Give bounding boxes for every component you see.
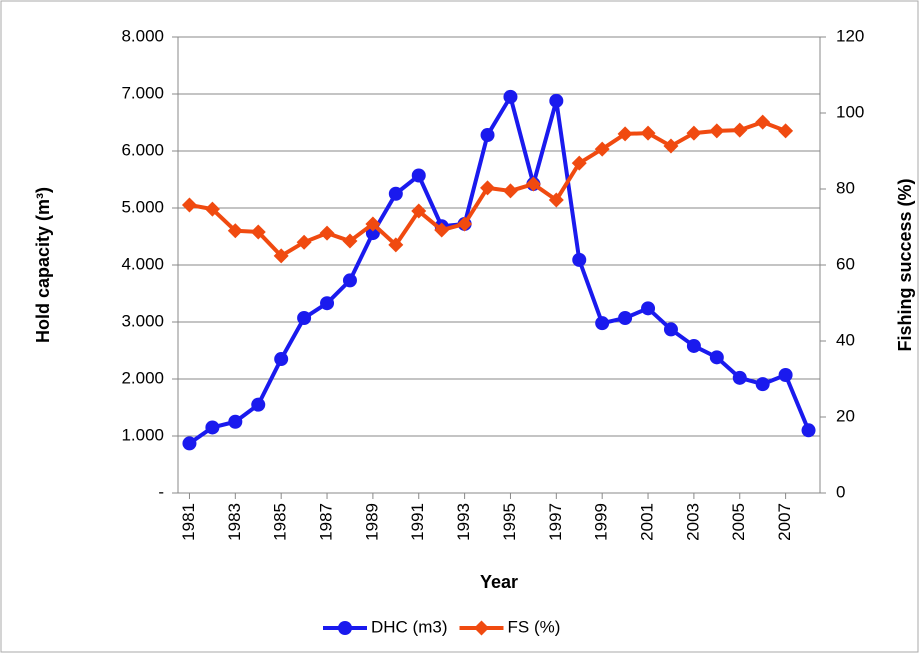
- y-tick-label: 1.000: [121, 425, 164, 444]
- data-point: [663, 138, 679, 154]
- data-point: [434, 222, 450, 238]
- x-tick-label: 1985: [271, 503, 290, 541]
- legend-marker: [474, 620, 489, 636]
- y2-tick-label: 120: [836, 26, 864, 45]
- y2-axis-title: Fishing success (%): [895, 178, 915, 351]
- data-point: [297, 311, 312, 326]
- data-point: [755, 377, 770, 392]
- data-point: [181, 197, 197, 213]
- data-point: [801, 423, 816, 438]
- data-point: [640, 125, 656, 141]
- data-point: [388, 186, 403, 201]
- y2-tick-label: 0: [836, 482, 845, 501]
- data-point: [227, 223, 243, 239]
- data-point: [709, 123, 725, 139]
- data-point: [388, 237, 404, 253]
- x-tick-label: 1981: [179, 503, 198, 541]
- data-point: [342, 233, 358, 249]
- data-point: [641, 301, 656, 316]
- data-point: [778, 368, 793, 383]
- data-point: [525, 176, 541, 192]
- data-point: [274, 352, 289, 367]
- y-tick-label: -: [158, 482, 164, 501]
- y2-tick-label: 20: [836, 406, 855, 425]
- data-point: [732, 122, 748, 138]
- x-tick-label: 1987: [317, 503, 336, 541]
- data-point: [617, 126, 633, 142]
- data-point: [548, 192, 564, 208]
- x-tick-label: 1997: [546, 503, 565, 541]
- y-tick-label: 7.000: [121, 83, 164, 102]
- series-line: [188, 94, 811, 446]
- data-point: [205, 420, 220, 435]
- x-tick-label: 2001: [638, 503, 657, 541]
- x-tick-label: 1983: [225, 503, 244, 541]
- data-point: [480, 128, 495, 143]
- data-point: [411, 168, 426, 183]
- y2-tick-label: 80: [836, 178, 855, 197]
- data-point: [457, 216, 473, 232]
- y-axis-title: Hold capacity (m³): [33, 187, 53, 343]
- data-point: [755, 114, 771, 130]
- data-point: [732, 370, 747, 385]
- data-point: [571, 155, 587, 171]
- x-tick-label: 1989: [362, 503, 381, 541]
- y2-tick-label: 60: [836, 254, 855, 273]
- data-point: [594, 141, 610, 157]
- legend-label: DHC (m3): [371, 617, 448, 636]
- x-axis-title: Year: [480, 572, 518, 592]
- legend-marker: [338, 621, 352, 635]
- y2-tick-label: 40: [836, 330, 855, 349]
- data-point: [480, 180, 496, 196]
- x-tick-label: 2005: [729, 503, 748, 541]
- data-point: [686, 125, 702, 141]
- data-point: [663, 322, 678, 337]
- x-tick-label: 2007: [775, 503, 794, 541]
- data-point: [411, 203, 427, 219]
- data-point: [595, 316, 610, 331]
- data-point: [250, 224, 266, 240]
- data-point: [778, 123, 794, 139]
- y-tick-label: 6.000: [121, 140, 164, 159]
- data-point: [618, 311, 633, 326]
- data-point: [273, 248, 289, 264]
- data-point: [182, 436, 197, 451]
- data-point: [320, 296, 335, 311]
- y-tick-label: 8.000: [121, 26, 164, 45]
- data-point: [296, 234, 312, 250]
- data-point: [549, 93, 564, 108]
- data-point: [502, 183, 518, 199]
- data-point: [572, 252, 587, 267]
- x-tick-label: 2003: [683, 503, 702, 541]
- y-tick-label: 4.000: [121, 254, 164, 273]
- data-point: [365, 216, 381, 232]
- y-tick-label: 2.000: [121, 368, 164, 387]
- x-tick-label: 1995: [500, 503, 519, 541]
- data-point: [342, 273, 357, 288]
- y-tick-label: 3.000: [121, 311, 164, 330]
- legend-label: FS (%): [508, 617, 561, 636]
- x-tick-label: 1991: [408, 503, 427, 541]
- data-point: [319, 225, 335, 241]
- data-point: [228, 414, 243, 429]
- data-point: [503, 89, 518, 104]
- data-point: [686, 338, 701, 353]
- data-point: [709, 350, 724, 365]
- y2-tick-label: 100: [836, 102, 864, 121]
- data-point: [204, 201, 220, 217]
- x-tick-label: 1993: [454, 503, 473, 541]
- y-tick-label: 5.000: [121, 197, 164, 216]
- x-tick-label: 1999: [592, 503, 611, 541]
- data-point: [251, 397, 266, 412]
